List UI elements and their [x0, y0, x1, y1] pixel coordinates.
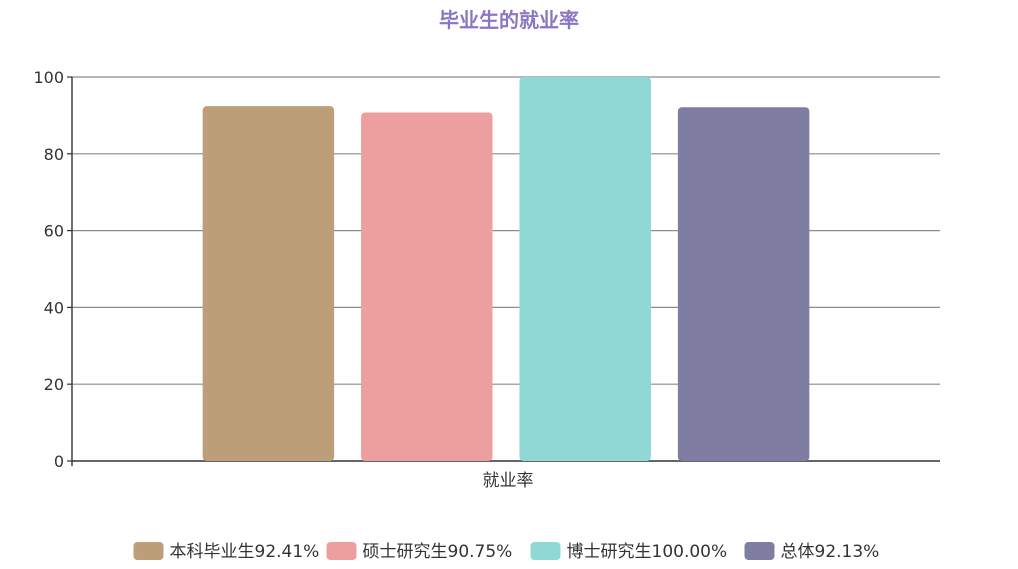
legend-label: 博士研究生100.00%: [567, 542, 728, 562]
y-tick-label: 100: [33, 68, 64, 87]
legend-swatch: [326, 542, 357, 560]
y-tick-label: 20: [44, 375, 64, 394]
y-tick-label: 40: [44, 298, 64, 317]
legend: 本科毕业生92.41% 硕士研究生90.75% 博士研究生100.00% 总体92.1…: [133, 542, 880, 562]
bars: [202, 77, 810, 462]
grid-lines: [72, 76, 940, 385]
legend-swatch: [530, 542, 561, 560]
bar: [677, 107, 810, 462]
legend-label: 本科毕业生92.41%: [170, 542, 320, 562]
legend-label: 总体92.13%: [781, 542, 880, 562]
legend-swatch: [744, 542, 775, 560]
bar: [361, 112, 493, 462]
legend-swatch: [133, 542, 164, 560]
legend-label: 硕士研究生90.75%: [363, 542, 513, 562]
x-tick-label: 就业率: [483, 471, 534, 491]
y-tick-label: 0: [54, 452, 64, 471]
bar: [519, 77, 651, 461]
y-tick-label: 60: [44, 222, 64, 241]
bar: [202, 106, 335, 461]
chart-title: 毕业生的就业率: [439, 8, 579, 32]
y-tick-label: 80: [44, 145, 64, 164]
